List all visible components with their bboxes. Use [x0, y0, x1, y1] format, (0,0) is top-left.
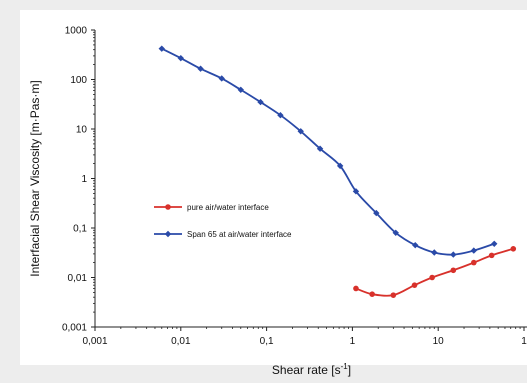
- series-2: [158, 45, 498, 258]
- data-point: [431, 249, 438, 256]
- x-tick-label: 0,01: [171, 336, 191, 347]
- series-layer: [158, 45, 517, 298]
- x-tick-label: 10: [433, 336, 445, 347]
- data-point: [197, 65, 204, 72]
- data-point: [237, 86, 244, 93]
- y-tick-label: 100: [70, 75, 87, 86]
- x-axis-title-sup: -1: [341, 362, 349, 371]
- series-1: [353, 246, 517, 298]
- y-tick-label: 1000: [65, 26, 88, 37]
- data-point: [488, 252, 495, 259]
- data-point: [177, 54, 184, 62]
- y-tick-label: 0,001: [62, 323, 87, 334]
- data-point: [353, 285, 359, 292]
- x-axis-title: Shear rate [s-1]: [272, 362, 351, 377]
- data-point: [412, 241, 419, 249]
- data-point: [257, 98, 264, 106]
- data-point: [297, 128, 304, 135]
- data-point: [392, 229, 399, 236]
- x-axis-title-main: Shear rate [s: [272, 363, 341, 377]
- x-tick-label: 0,001: [82, 336, 107, 347]
- plot-background: [20, 10, 527, 365]
- x-tick-label: 0,1: [260, 336, 274, 347]
- x-tick-label: 1: [521, 336, 527, 347]
- data-point: [390, 292, 397, 298]
- legend-label: pure air/water interface: [187, 203, 269, 212]
- y-tick-label: 10: [76, 125, 88, 136]
- y-tick-label: 0,1: [73, 224, 87, 235]
- data-point: [510, 246, 517, 252]
- y-axis-title: Interfacial Shear Viscosity [m·Pas·m]: [28, 80, 42, 277]
- y-tick-label: 0,01: [68, 273, 88, 284]
- data-point: [470, 247, 478, 254]
- data-point: [336, 162, 344, 170]
- y-tick-label: 1: [81, 174, 87, 185]
- legend-marker: [164, 230, 172, 238]
- data-point: [411, 282, 418, 288]
- data-point: [491, 240, 498, 247]
- data-point: [277, 112, 284, 119]
- axes: 0,001 0,01 0,1 1 10 1 0,001 0,01 0,1 1 10 100 1000: [62, 26, 527, 347]
- data-point: [369, 291, 375, 297]
- data-point: [352, 188, 360, 195]
- data-point: [158, 45, 165, 52]
- legend: pure air/water interface Span 65 at air/w…: [154, 203, 292, 239]
- series-line: [161, 47, 495, 256]
- data-point: [218, 75, 225, 82]
- data-point: [450, 267, 457, 274]
- legend-marker: [165, 204, 171, 210]
- data-point: [450, 251, 457, 258]
- data-point: [373, 209, 380, 217]
- legend-label: Span 65 at air/water interface: [187, 230, 292, 239]
- x-axis-title-end: ]: [348, 363, 351, 377]
- x-tick-label: 1: [350, 336, 356, 347]
- data-point: [471, 259, 477, 266]
- data-point: [316, 145, 324, 152]
- data-point: [429, 274, 435, 281]
